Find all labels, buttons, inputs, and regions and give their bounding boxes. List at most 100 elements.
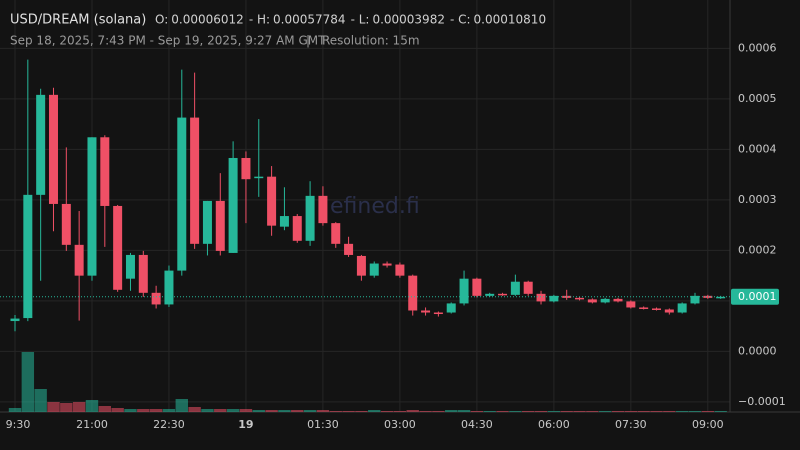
volume-bar [714,411,727,412]
candle-body [446,303,456,313]
last-price-tag [731,288,779,305]
candle-body [87,137,97,276]
candle-body [241,157,251,180]
candle-body [254,176,264,179]
y-tick-label: 0.0000 [738,344,777,357]
volume-bar [457,410,471,412]
volume-bar [496,411,509,412]
ohlc-label: - C: [450,13,471,27]
volume-bar [175,399,188,412]
volume-bar [355,411,368,412]
candle-body [716,296,726,299]
volume-bar [85,400,99,412]
volume-bar [560,411,573,412]
volume-bar [445,410,458,412]
volume-bar [303,410,317,412]
ohlc-label: O: [155,13,168,27]
x-tick-label: 19 [238,418,253,431]
candle-body [36,94,46,195]
x-tick-label: 01:30 [307,418,339,431]
volume-bar [598,411,612,412]
watermark: efined.fi [330,194,420,219]
candle-body [459,278,469,304]
volume-bar [329,411,342,412]
volume-bar [522,411,535,412]
candle-body [433,312,443,315]
volume-bar [393,411,407,412]
candle-body [138,254,148,293]
candle-body [177,117,187,271]
candle-body [100,137,110,206]
ohlc-value: 0.00006012 [171,13,244,27]
candle-body [639,307,649,309]
candle-body [292,216,302,241]
y-tick-label: 0.0005 [738,92,777,105]
volume-bar [470,411,484,412]
y-tick-label: 0.0002 [738,243,777,256]
volume-bar [534,411,548,412]
candle-body [498,293,508,296]
candle-body [382,263,392,266]
volume-bar [637,411,650,412]
ohlc-value: 0.00057784 [273,13,346,27]
volume-bar [72,402,86,412]
volume-bar [34,389,47,412]
candle-body [369,263,379,276]
volume-bar [624,411,638,412]
ohlc-label: - L: [351,13,370,27]
x-tick-label: 03:00 [384,418,416,431]
x-tick-label: 21:00 [76,418,108,431]
candle-body [151,292,161,305]
volume-bar [291,410,304,412]
candle-body [587,299,597,303]
y-tick-label: 0.0003 [738,193,777,206]
y-tick-label: 0.0004 [738,142,777,155]
volume-bar [278,410,291,412]
candle-body [408,275,418,311]
volume-bar [509,411,522,412]
candle-body [305,195,315,241]
candle-body [10,318,20,322]
volume-bar [252,410,265,412]
subtitle: Sep 18, 2025, 7:43 PM - Sep 19, 2025, 9:… [10,34,326,48]
candle-body [562,295,572,298]
volume-bar [573,411,586,412]
volume-bar [98,406,112,412]
candle-body [690,295,700,304]
candle-body [703,295,713,298]
candle-body [267,176,277,226]
volume-bar [214,409,227,412]
volume-bar [8,408,22,412]
candle-body [74,244,84,276]
x-tick-label: 22:30 [153,418,185,431]
volume-bar [201,409,214,412]
candle-body [356,255,366,276]
volume-bar [342,411,355,412]
volume-bar [316,410,330,412]
volume-bar [419,411,432,412]
volume-bar [265,410,278,412]
candle-body [23,194,33,319]
candle-body [536,293,546,302]
volume-bar [688,411,702,412]
candle-body [228,157,238,253]
volume-bar [675,411,689,412]
candle-body [613,298,623,302]
volume-bar [650,411,663,412]
x-tick-label: 07:30 [615,418,647,431]
candle-body [395,264,405,276]
volume-bar [60,403,73,412]
volume-bar [21,352,35,412]
volume-bar [239,409,253,412]
volume-bar [162,409,176,412]
ohlc-label: - H: [249,13,270,27]
candle-body [626,301,636,308]
x-tick-label: 09:00 [692,418,724,431]
volume-bar [663,411,676,412]
candle-body [421,310,431,313]
candle-body [279,216,289,227]
candle-body [190,117,200,244]
candle-body [664,309,674,313]
volume-bar [432,411,445,412]
